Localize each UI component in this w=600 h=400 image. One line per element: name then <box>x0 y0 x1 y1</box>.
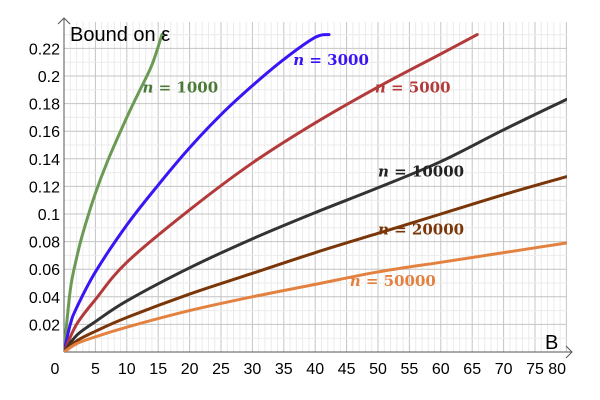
x-tick-label: 80 <box>548 361 566 378</box>
x-axis-arrow <box>565 345 573 359</box>
y-tick-label: 0.14 <box>29 152 60 169</box>
series-line-2 <box>64 33 479 352</box>
y-tick-labels: 0.02 0.04 0.06 0.08 0.1 0.12 0.14 0.16 0.18 0.2 0.… <box>29 41 60 334</box>
x-tick-label: 50 <box>369 361 387 378</box>
y-tick-label: 0.1 <box>38 207 60 224</box>
series-line-1 <box>64 33 331 352</box>
x-axis-title: B <box>545 332 558 354</box>
x-tick-label: 0 <box>51 361 60 378</box>
x-tick-labels: 0 5 10 15 20 25 30 35 40 45 50 55 60 65 70 75 80 <box>51 361 567 378</box>
series-label-2: n = 5000 <box>375 79 451 97</box>
series-line-5 <box>64 241 567 352</box>
x-tick-label: 30 <box>244 361 262 378</box>
y-tick-label: 0.18 <box>29 97 60 114</box>
series-line-3 <box>64 97 567 352</box>
x-tick-label: 15 <box>149 361 167 378</box>
y-tick-label: 0.02 <box>29 317 60 334</box>
y-tick-label: 0.12 <box>29 179 60 196</box>
x-tick-label: 60 <box>432 361 450 378</box>
x-tick-label: 65 <box>463 361 481 378</box>
axes <box>57 17 573 359</box>
series-label-0: n = 1000 <box>143 79 219 97</box>
y-tick-label: 0.2 <box>38 69 60 86</box>
x-tick-label: 25 <box>212 361 230 378</box>
x-tick-label: 5 <box>91 361 100 378</box>
series-label-5: n = 50000 <box>350 272 436 290</box>
series-label-3: n = 10000 <box>378 163 464 181</box>
x-tick-label: 75 <box>526 361 544 378</box>
series-label-1: n = 3000 <box>293 51 369 69</box>
x-tick-label: 40 <box>306 361 324 378</box>
y-axis-arrow <box>57 17 71 25</box>
x-tick-label: 45 <box>338 361 356 378</box>
x-tick-label: 20 <box>181 361 199 378</box>
series-labels: n = 1000 n = 3000 n = 5000 n = 10000 n = 200… <box>143 51 465 290</box>
x-tick-label: 10 <box>118 361 136 378</box>
x-tick-label: 35 <box>275 361 293 378</box>
series-line-0 <box>64 33 164 352</box>
y-tick-label: 0.08 <box>29 235 60 252</box>
x-tick-label: 55 <box>401 361 419 378</box>
y-tick-label: 0.06 <box>29 262 60 279</box>
x-tick-label: 70 <box>495 361 513 378</box>
y-tick-label: 0.04 <box>29 290 60 307</box>
y-tick-label: 0.22 <box>29 41 60 58</box>
series-label-4: n = 20000 <box>378 221 464 239</box>
grid-lines <box>64 22 567 352</box>
series-lines <box>64 33 567 352</box>
series-line-4 <box>64 175 567 352</box>
y-tick-label: 0.16 <box>29 124 60 141</box>
y-axis-title: Bound on ε <box>70 24 170 46</box>
